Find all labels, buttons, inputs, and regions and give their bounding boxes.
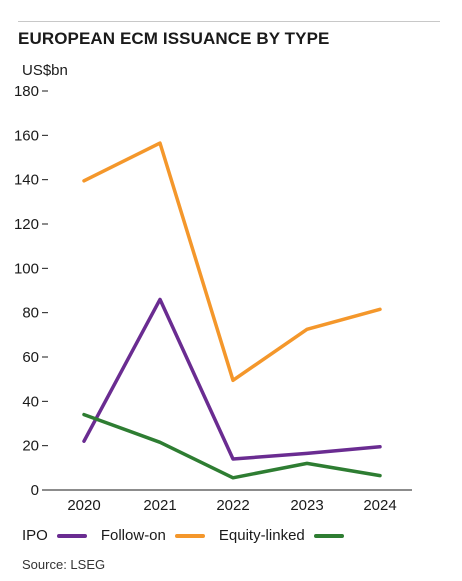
legend-item-follow-on: Follow-on — [101, 527, 205, 544]
x-tick-label: 2022 — [216, 497, 249, 514]
y-tick-label: 140 — [14, 172, 39, 189]
y-tick-label: 180 — [14, 83, 39, 100]
source-note: Source: LSEG — [22, 557, 106, 572]
y-axis-unit-label: US$bn — [22, 62, 68, 79]
y-tick-label: 160 — [14, 127, 39, 144]
legend: IPO Follow-on Equity-linked — [22, 527, 358, 544]
chart-title: EUROPEAN ECM ISSUANCE BY TYPE — [18, 29, 330, 48]
series-lines — [82, 141, 382, 480]
x-tick-label: 2020 — [67, 497, 100, 514]
y-tick-label: 100 — [14, 260, 39, 277]
legend-item-equity-linked: Equity-linked — [219, 527, 344, 544]
legend-label-follow-on: Follow-on — [100, 527, 166, 544]
x-tick-label: 2023 — [290, 497, 323, 514]
legend-swatch-follow-on — [174, 533, 205, 538]
y-tick-label: 40 — [22, 393, 39, 410]
x-tick-label: 2021 — [143, 497, 176, 514]
legend-label-equity-linked: Equity-linked — [218, 527, 305, 544]
legend-swatch-ipo — [56, 533, 87, 538]
legend-label-ipo: IPO — [22, 527, 48, 544]
series-line-equity-linked — [82, 412, 382, 480]
y-axis-ticks: 0 20 40 60 80 100 120 140 160 180 — [14, 83, 48, 499]
top-rule — [18, 21, 440, 22]
y-tick-label: 0 — [31, 482, 39, 499]
legend-swatch-equity-linked — [313, 533, 344, 538]
legend-item-ipo: IPO — [22, 527, 87, 544]
x-tick-label: 2024 — [363, 497, 396, 514]
series-line-ipo — [82, 297, 382, 461]
y-tick-label: 80 — [22, 305, 39, 322]
series-line-follow-on — [82, 141, 382, 383]
y-tick-label: 120 — [14, 216, 39, 233]
y-tick-label: 60 — [22, 349, 39, 366]
y-tick-label: 20 — [22, 438, 39, 455]
x-axis: 2020 2021 2022 2023 2024 — [42, 489, 412, 514]
